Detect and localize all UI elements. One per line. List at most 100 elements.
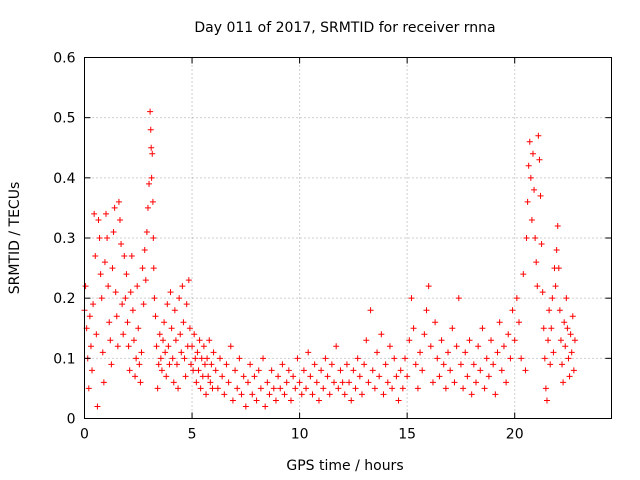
data-point — [227, 343, 234, 350]
data-point — [533, 259, 540, 266]
data-point — [221, 391, 228, 398]
data-point — [479, 325, 486, 332]
data-point — [143, 228, 150, 235]
data-point — [534, 283, 541, 290]
data-point — [158, 367, 165, 374]
data-point — [556, 307, 563, 314]
data-point — [171, 307, 178, 314]
y-tick-label: 0 — [67, 412, 76, 428]
data-point — [154, 385, 161, 392]
data-point — [419, 367, 426, 374]
y-tick-label: 0.3 — [53, 231, 75, 247]
data-point — [352, 385, 359, 392]
data-point — [540, 325, 547, 332]
data-point — [546, 307, 553, 314]
data-point — [395, 397, 402, 404]
data-point — [262, 403, 269, 410]
y-tick-label: 0.2 — [53, 291, 75, 307]
data-point — [322, 355, 329, 362]
data-point — [168, 325, 175, 332]
data-point — [346, 379, 353, 386]
data-point — [161, 319, 168, 326]
data-point — [525, 162, 532, 169]
data-point — [566, 373, 573, 380]
data-point — [141, 247, 148, 254]
data-point — [100, 379, 107, 386]
data-point — [87, 343, 94, 350]
data-point — [260, 355, 267, 362]
data-point — [177, 331, 184, 338]
data-point — [567, 331, 574, 338]
data-point — [492, 391, 499, 398]
data-point — [96, 235, 103, 241]
y-tick-label: 0.6 — [53, 51, 75, 67]
data-point — [219, 373, 226, 380]
data-point — [451, 379, 458, 386]
data-point — [170, 379, 177, 386]
data-point — [542, 385, 549, 392]
data-point — [163, 373, 170, 380]
data-point — [95, 216, 102, 223]
data-point — [436, 373, 443, 380]
data-point — [547, 361, 554, 368]
data-point — [98, 295, 105, 302]
data-point — [550, 349, 557, 356]
data-point — [389, 385, 396, 392]
data-point — [472, 379, 479, 386]
data-point — [341, 391, 348, 398]
data-point — [253, 397, 260, 404]
data-point — [272, 397, 279, 404]
x-tick-label: 5 — [188, 427, 197, 443]
data-point — [144, 204, 151, 211]
data-point — [350, 367, 357, 374]
data-point — [172, 337, 179, 344]
data-point — [393, 373, 400, 380]
data-point — [285, 367, 292, 374]
data-point — [198, 355, 205, 362]
data-point — [496, 319, 503, 326]
data-point — [532, 235, 539, 241]
data-point — [404, 373, 411, 380]
data-point — [421, 331, 428, 338]
data-point — [470, 361, 477, 368]
data-point — [434, 355, 441, 362]
data-point — [335, 385, 342, 392]
data-point — [331, 379, 338, 386]
data-point — [570, 367, 577, 374]
data-point — [187, 361, 194, 368]
data-point — [110, 228, 117, 235]
data-point — [549, 295, 556, 302]
x-tick-labels: 0 5 10 15 20 — [80, 427, 524, 443]
data-point — [186, 325, 193, 332]
data-point — [208, 361, 215, 368]
data-point — [192, 355, 199, 362]
data-point — [149, 150, 156, 157]
data-point — [195, 367, 202, 374]
data-point — [201, 361, 208, 368]
data-point — [132, 373, 139, 380]
data-point — [150, 265, 157, 272]
data-point — [490, 361, 497, 368]
y-axis-label: SRMTID / TECUs — [7, 182, 23, 295]
data-point — [180, 319, 187, 326]
data-point — [397, 367, 404, 374]
data-point — [455, 295, 462, 302]
data-point — [193, 379, 200, 386]
data-point — [358, 391, 365, 398]
data-point — [423, 307, 430, 314]
data-point — [324, 373, 331, 380]
data-point — [328, 361, 335, 368]
data-point — [90, 301, 97, 308]
data-point — [337, 367, 344, 374]
data-point — [149, 198, 156, 205]
x-tick-label: 0 — [80, 427, 89, 443]
data-point — [531, 186, 538, 193]
data-point — [457, 361, 464, 368]
data-point — [300, 367, 307, 374]
data-point — [571, 337, 578, 344]
data-point — [294, 355, 301, 362]
data-point — [382, 361, 389, 368]
chart-title: Day 011 of 2017, SRMTID for receiver rnn… — [194, 20, 495, 36]
data-point — [167, 289, 174, 296]
